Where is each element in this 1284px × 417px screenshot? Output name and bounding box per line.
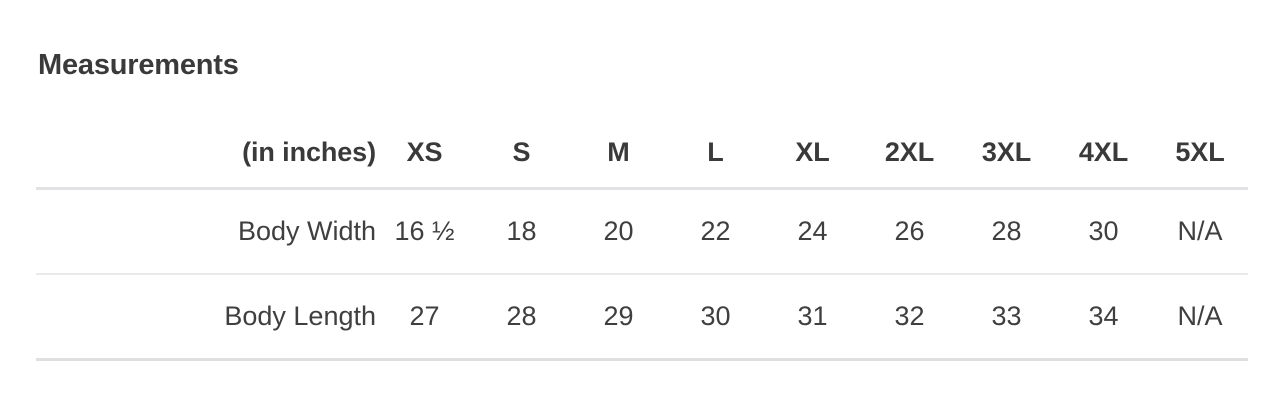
table-row: Body Width 16 ½ 18 20 22 24 26 28 30 N/A xyxy=(36,189,1248,274)
cell-body-width-m: 20 xyxy=(603,216,634,246)
cell-body-length-xl: 31 xyxy=(797,301,828,331)
size-header-3xl: 3XL xyxy=(981,137,1032,167)
header-row: (in inches) XS S M L XL 2XL 3XL 4XL 5XL xyxy=(36,118,1248,189)
cell-body-length-s: 28 xyxy=(506,301,537,331)
size-chart-table: (in inches) XS S M L XL 2XL 3XL 4XL 5XL … xyxy=(36,118,1248,361)
size-header-m: M xyxy=(607,137,630,167)
cell-body-length-l: 30 xyxy=(700,301,731,331)
size-header-s: S xyxy=(512,137,531,167)
table-row: Body Length 27 28 29 30 31 32 33 34 N/A xyxy=(36,274,1248,360)
cell-body-width-xs: 16 ½ xyxy=(394,216,455,246)
size-header-l: L xyxy=(707,137,724,167)
cell-body-length-4xl: 34 xyxy=(1088,301,1119,331)
cell-body-width-3xl: 28 xyxy=(991,216,1022,246)
cell-body-length-3xl: 33 xyxy=(991,301,1022,331)
cell-body-length-m: 29 xyxy=(603,301,634,331)
cell-body-width-2xl: 26 xyxy=(894,216,925,246)
size-header-2xl: 2XL xyxy=(884,137,935,167)
cell-body-width-5xl: N/A xyxy=(1177,216,1223,246)
size-chart-body: Body Width 16 ½ 18 20 22 24 26 28 30 N/A… xyxy=(36,189,1248,360)
cell-body-length-5xl: N/A xyxy=(1177,301,1223,331)
cell-body-length-xs: 27 xyxy=(409,301,440,331)
cell-body-width-l: 22 xyxy=(700,216,731,246)
size-header-5xl: 5XL xyxy=(1175,137,1225,167)
cell-body-width-4xl: 30 xyxy=(1088,216,1119,246)
size-chart-container: (in inches) XS S M L XL 2XL 3XL 4XL 5XL … xyxy=(36,118,1248,361)
size-chart-header: (in inches) XS S M L XL 2XL 3XL 4XL 5XL xyxy=(36,118,1248,189)
cell-body-length-2xl: 32 xyxy=(894,301,925,331)
unit-header: (in inches) xyxy=(242,137,376,167)
size-header-xs: XS xyxy=(406,137,443,167)
size-header-4xl: 4XL xyxy=(1078,137,1129,167)
row-label-body-length: Body Length xyxy=(224,301,376,331)
page-title: Measurements xyxy=(38,49,239,81)
size-header-xl: XL xyxy=(795,137,830,167)
cell-body-width-xl: 24 xyxy=(797,216,828,246)
row-label-body-width: Body Width xyxy=(237,216,376,246)
cell-body-width-s: 18 xyxy=(506,216,537,246)
